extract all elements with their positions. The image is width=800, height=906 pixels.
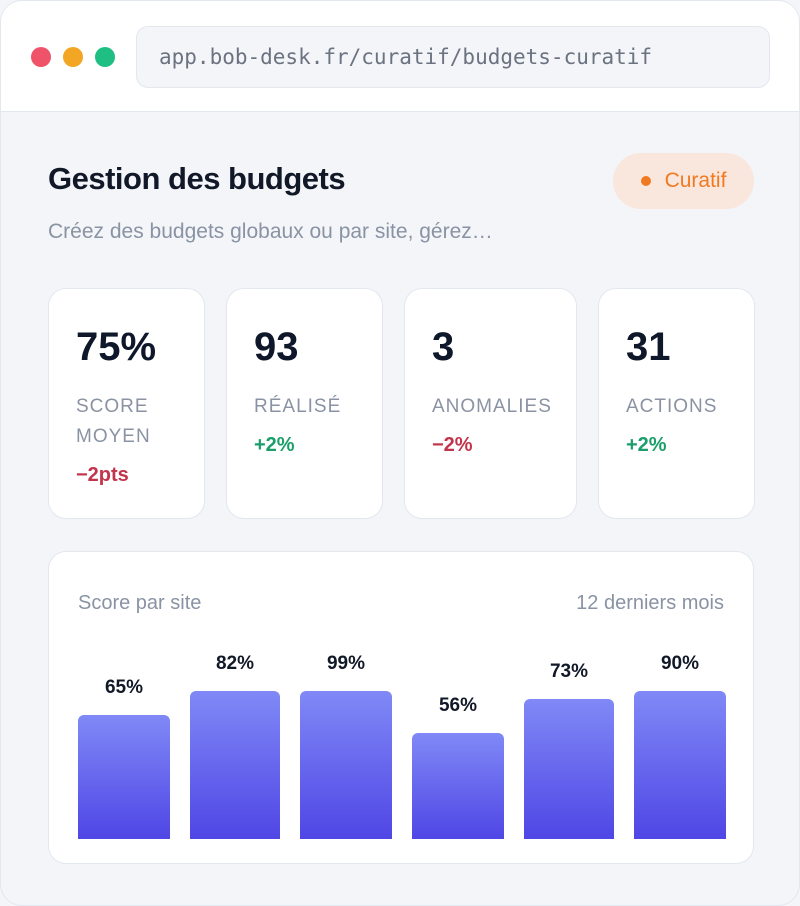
- stat-value: 75%: [76, 325, 157, 369]
- stat-change: +2%: [254, 434, 295, 456]
- stat-card-anomalies: 3 ANOMALIES −2%: [404, 288, 577, 519]
- bar-value-label: 99%: [326, 653, 366, 674]
- chart-bar: [300, 691, 392, 839]
- bar-value-label: 73%: [549, 661, 589, 682]
- bar-value-label: 82%: [215, 653, 255, 674]
- chart-bar: [524, 699, 614, 839]
- stat-label: RÉALISÉ: [254, 396, 342, 417]
- stat-card-score: 75% SCORE MOYEN −2pts: [48, 288, 205, 519]
- badge-dot-icon: [640, 176, 651, 186]
- stat-card-realise: 93 RÉALISÉ +2%: [226, 288, 383, 519]
- bar-value-label: 90%: [660, 653, 700, 674]
- minimize-window-button[interactable]: [63, 47, 83, 67]
- stat-change: −2%: [432, 434, 473, 456]
- stat-value: 31: [626, 325, 671, 369]
- stat-change: −2pts: [76, 464, 129, 486]
- stat-card-actions: 31 ACTIONS +2%: [598, 288, 755, 519]
- stat-label: SCORE MOYEN: [76, 396, 151, 447]
- status-badge: Curatif: [613, 153, 754, 209]
- chart-bar: [78, 715, 170, 839]
- chart-title: Score par site: [78, 592, 202, 614]
- stat-value: 93: [254, 325, 299, 369]
- bar-value-label: 65%: [104, 677, 144, 698]
- stat-change: +2%: [626, 434, 667, 456]
- chart-card: Score par site 12 derniers mois 65% 82% 99…: [48, 551, 754, 864]
- stat-value: 3: [432, 325, 455, 369]
- chart-bar: [412, 733, 504, 839]
- page-subtitle: Créez des budgets globaux ou par site, g…: [48, 220, 493, 243]
- close-window-button[interactable]: [31, 47, 51, 67]
- chart-bar: [190, 691, 280, 839]
- bar-chart: 65% 82% 99% 56% 73% 90%: [49, 552, 755, 865]
- page-title: Gestion des budgets: [48, 161, 346, 196]
- stat-label: ANOMALIES: [432, 396, 552, 417]
- chart-bar: [634, 691, 726, 839]
- address-bar[interactable]: app.bob-desk.fr/curatif/budgets-curatif: [136, 26, 770, 88]
- badge-label: Curatif: [664, 169, 727, 192]
- chart-range: 12 derniers mois: [576, 592, 724, 614]
- maximize-window-button[interactable]: [95, 47, 115, 67]
- bar-value-label: 56%: [438, 695, 478, 716]
- browser-toolbar: app.bob-desk.fr/curatif/budgets-curatif: [1, 1, 799, 112]
- stat-label: ACTIONS: [626, 396, 718, 417]
